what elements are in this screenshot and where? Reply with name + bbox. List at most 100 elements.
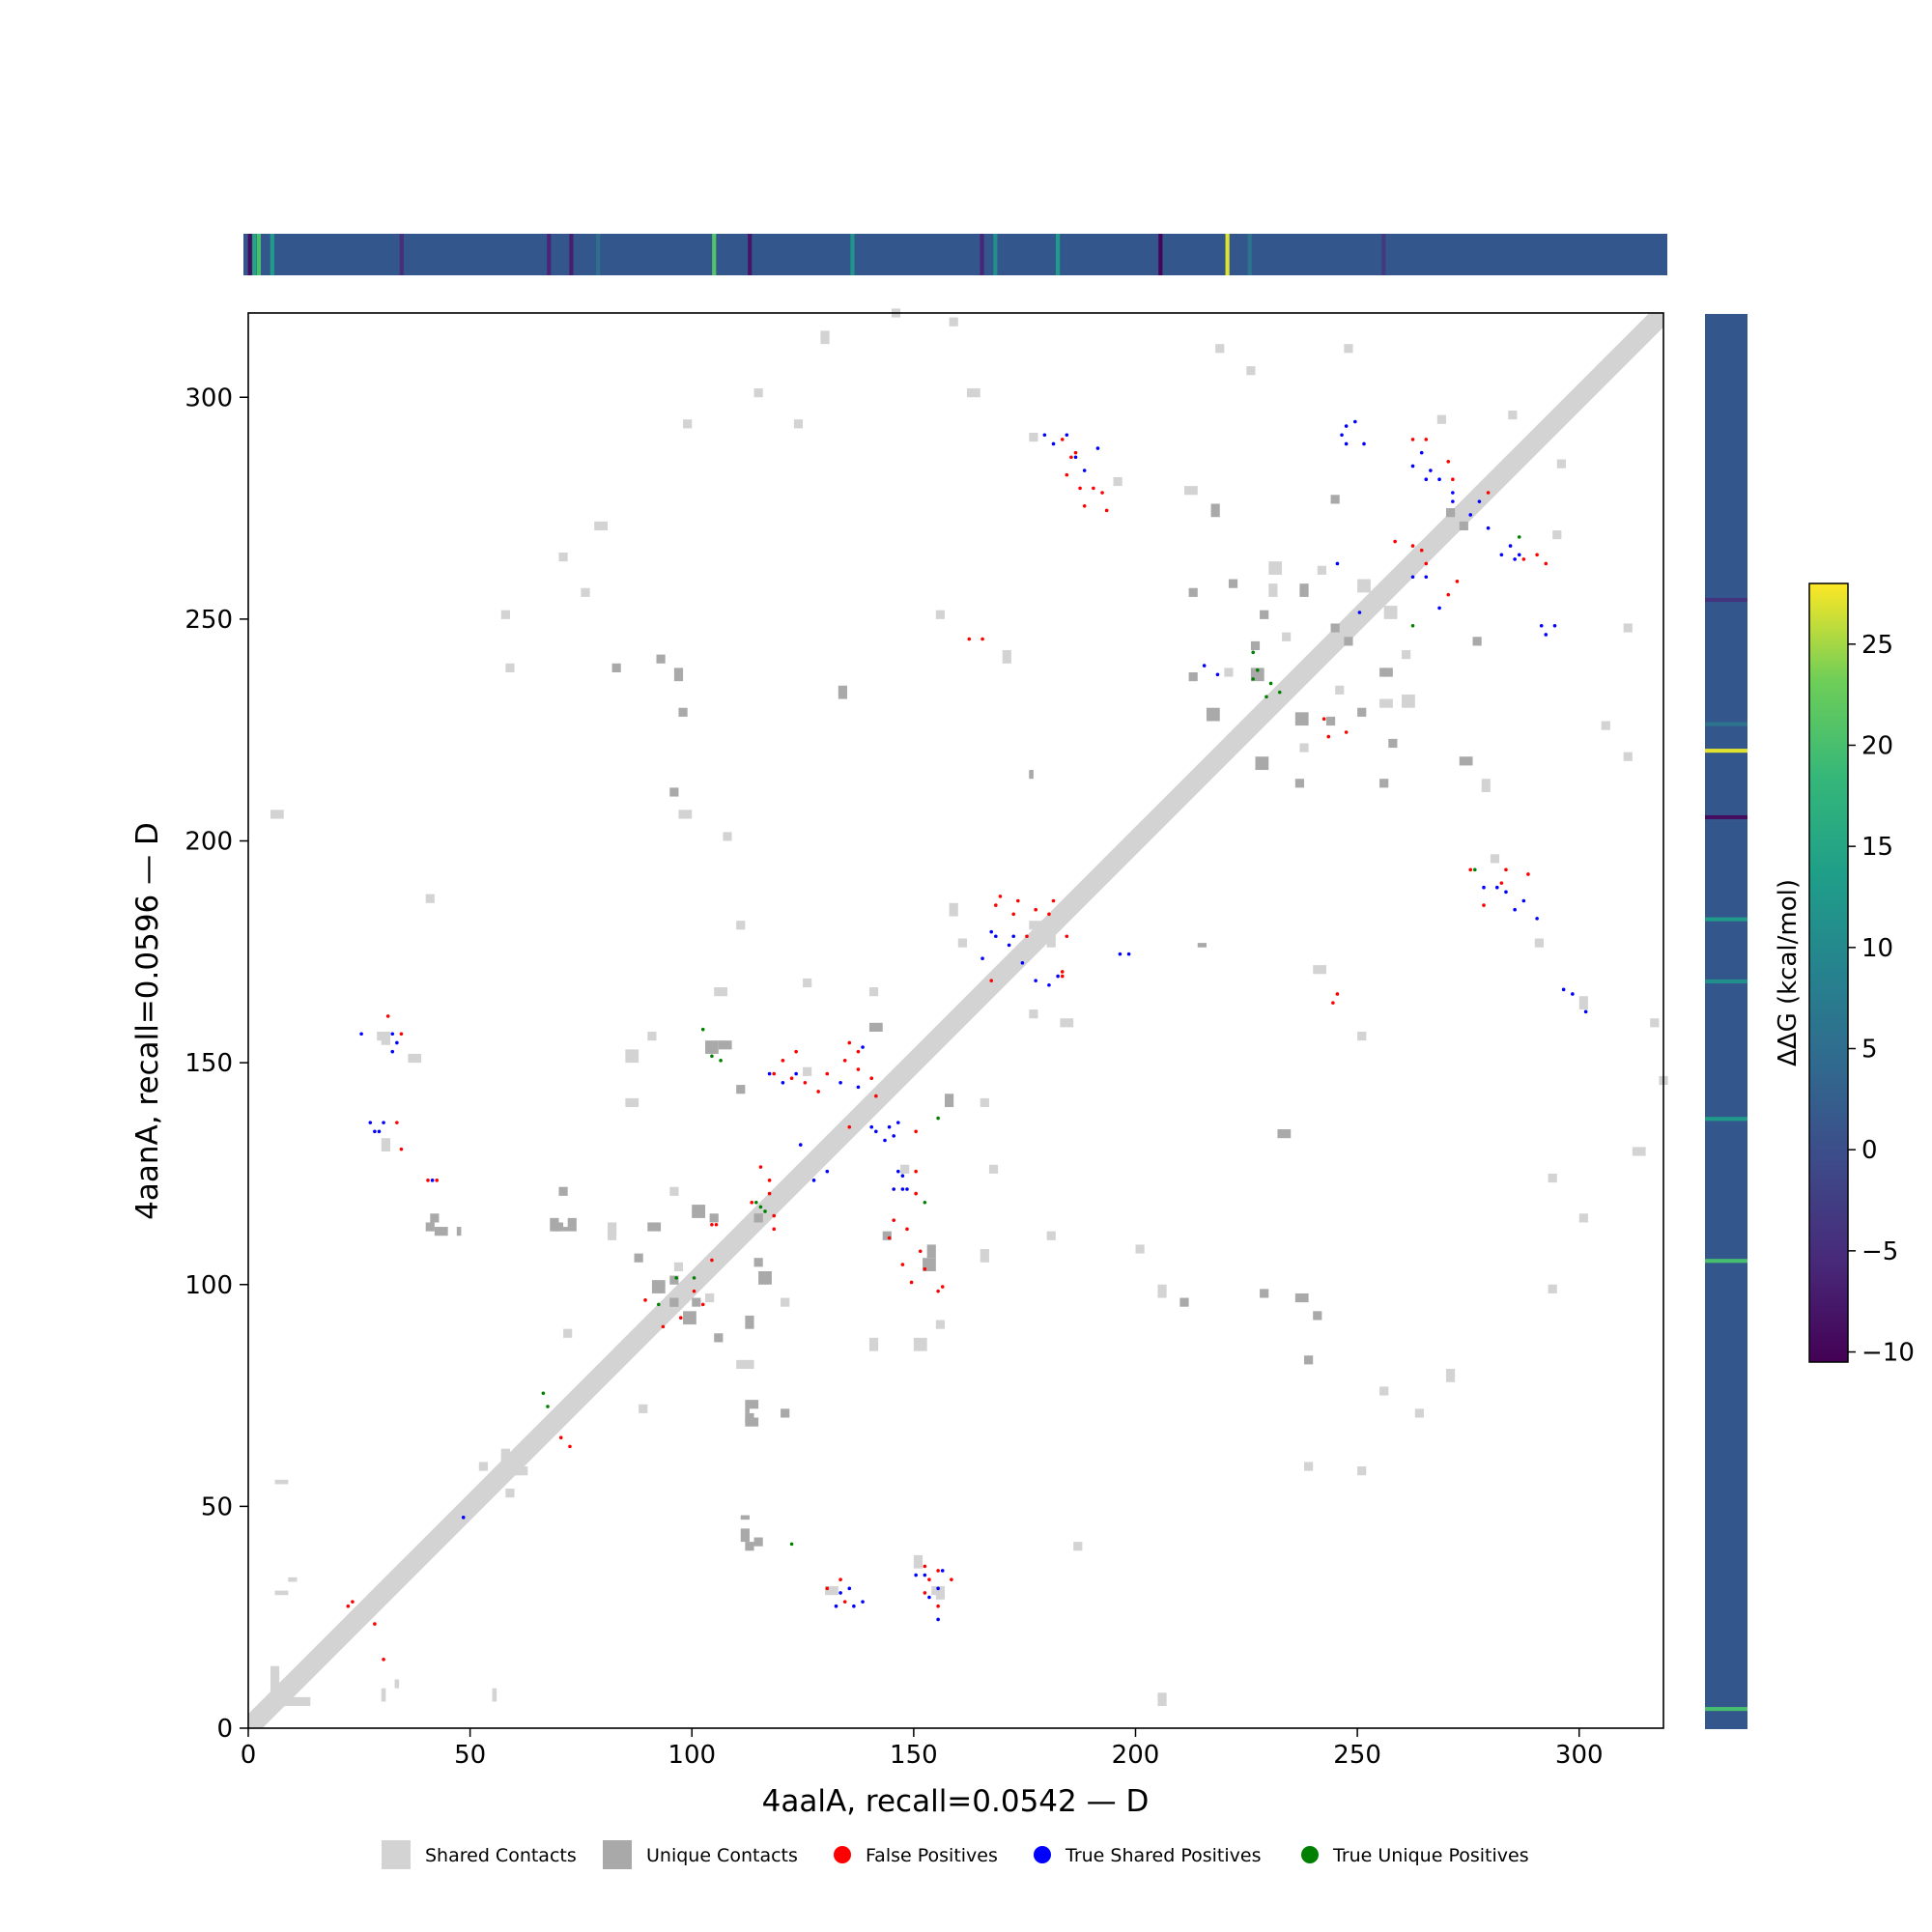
true-shared-positive-point [1034, 979, 1037, 982]
shared-contact-cell [957, 938, 967, 948]
unique-contact-cell [758, 1270, 772, 1285]
false-positive-point [1060, 970, 1065, 974]
true-shared-positive-point [767, 1071, 772, 1076]
shared-contact-cell [1157, 1692, 1167, 1707]
shared-contact-cell [514, 1466, 524, 1476]
ddg-top-band [256, 234, 262, 275]
unique-contact-cell [753, 1537, 763, 1547]
shared-contact-cell [639, 1404, 648, 1413]
true-shared-positive-point [368, 1121, 373, 1124]
colorbar-tick-label: 0 [1861, 1136, 1878, 1165]
false-positive-point [1504, 867, 1508, 872]
y-tick-label: 250 [185, 606, 233, 635]
true-shared-positive-point [989, 929, 994, 934]
unique-contact-cell [1299, 583, 1309, 593]
false-positive-point [1419, 548, 1424, 553]
shared-contact-cell [1552, 530, 1562, 540]
shared-contact-cell [1046, 933, 1056, 948]
shared-contact-cell [1135, 1244, 1145, 1254]
true-shared-positive-point [1095, 446, 1100, 450]
true-shared-positive-point [1020, 960, 1025, 965]
true-unique-positive-point [923, 1200, 927, 1205]
false-positive-point [838, 1577, 842, 1581]
shared-contact-cell [900, 1164, 910, 1174]
shared-contact-cell [1113, 476, 1122, 487]
ddg-right-band [1705, 1117, 1747, 1122]
shared-contact-cell [949, 902, 958, 917]
unique-contact-cell [434, 1227, 448, 1236]
false-positive-point [1544, 561, 1548, 566]
shared-contact-cell [1601, 721, 1610, 730]
unique-contact-cell [430, 1213, 440, 1223]
false-positive-point [692, 1289, 696, 1293]
ddg-top-strip [243, 234, 1667, 275]
shared-contact-cell [1157, 1284, 1167, 1298]
shared-contact-cell [949, 317, 958, 327]
false-positive-point [905, 1227, 909, 1232]
true-shared-positive-point [1042, 433, 1047, 438]
unique-contact-cell [1255, 756, 1269, 771]
unique-contact-cell [1294, 1293, 1309, 1303]
false-positive-point [767, 1179, 772, 1182]
true-shared-positive-point [1011, 934, 1016, 939]
shared-contact-cell [1357, 1466, 1367, 1476]
unique-contact-cell [669, 1297, 679, 1307]
false-positive-point [856, 1067, 861, 1071]
shared-contact-cell [1029, 1009, 1038, 1019]
true-unique-positive-point [1251, 677, 1255, 681]
false-positive-point [794, 1049, 798, 1054]
true-unique-positive-point [1264, 695, 1268, 699]
true-shared-positive-point [1357, 611, 1362, 614]
unique-contact-cell [1330, 495, 1340, 504]
false-positive-point [1078, 486, 1082, 491]
true-shared-positive-point [940, 1569, 945, 1573]
shared-contact-cell [274, 1590, 289, 1596]
false-positive-point [1025, 934, 1029, 939]
ddg-right-band [1705, 814, 1747, 820]
false-positive-point [842, 1059, 847, 1063]
shared-contact-cell [1623, 752, 1633, 761]
true-shared-positive-point [1419, 450, 1424, 455]
false-positive-point [936, 1569, 940, 1573]
false-positive-point [1468, 867, 1473, 872]
true-unique-positive-point [1251, 650, 1255, 655]
true-shared-positive-point [461, 1516, 466, 1520]
true-shared-positive-point [1340, 433, 1344, 438]
shared-contact-cell [1379, 698, 1393, 708]
false-positive-point [385, 1014, 390, 1018]
unique-contact-cell [673, 668, 684, 682]
false-positive-point [936, 1289, 940, 1293]
unique-contact-cell [647, 1222, 662, 1232]
legend-label: Shared Contacts [425, 1845, 577, 1866]
colorbar-gradient [1808, 582, 1849, 1363]
true-shared-positive-point [895, 1169, 900, 1174]
false-positive-point [568, 1444, 572, 1449]
false-positive-point [1060, 974, 1065, 979]
shared-contact-cell [492, 1688, 497, 1702]
true-unique-positive-point [758, 1205, 763, 1209]
true-shared-positive-point [1344, 441, 1349, 446]
unique-contact-cell [1206, 707, 1220, 722]
shared-contact-cell [1268, 583, 1278, 597]
false-positive-point [1521, 557, 1526, 561]
true-shared-positive-point [980, 956, 984, 961]
false-positive-point [789, 1076, 794, 1081]
false-positive-point [1499, 881, 1504, 885]
true-shared-positive-point [1571, 992, 1575, 996]
unique-contact-cell [1228, 579, 1238, 588]
true-shared-positive-point [825, 1169, 830, 1174]
diagonal-shared-band [248, 313, 1663, 1728]
ddg-top-band [1055, 234, 1061, 275]
true-unique-positive-point [674, 1276, 678, 1280]
shared-contact-cell [607, 1222, 617, 1240]
shared-contact-cell [736, 1359, 754, 1370]
unique-contact-cell [709, 1213, 719, 1223]
unique-contact-cell [745, 1542, 754, 1551]
shared-contact-cell [381, 1138, 390, 1151]
shared-contact-cell [1548, 1284, 1557, 1293]
shared-contact-cell [1184, 486, 1198, 496]
false-positive-point [1410, 544, 1415, 548]
true-shared-positive-point [1065, 433, 1069, 438]
true-shared-positive-point [856, 1085, 861, 1090]
shared-contact-cell [625, 1097, 639, 1108]
